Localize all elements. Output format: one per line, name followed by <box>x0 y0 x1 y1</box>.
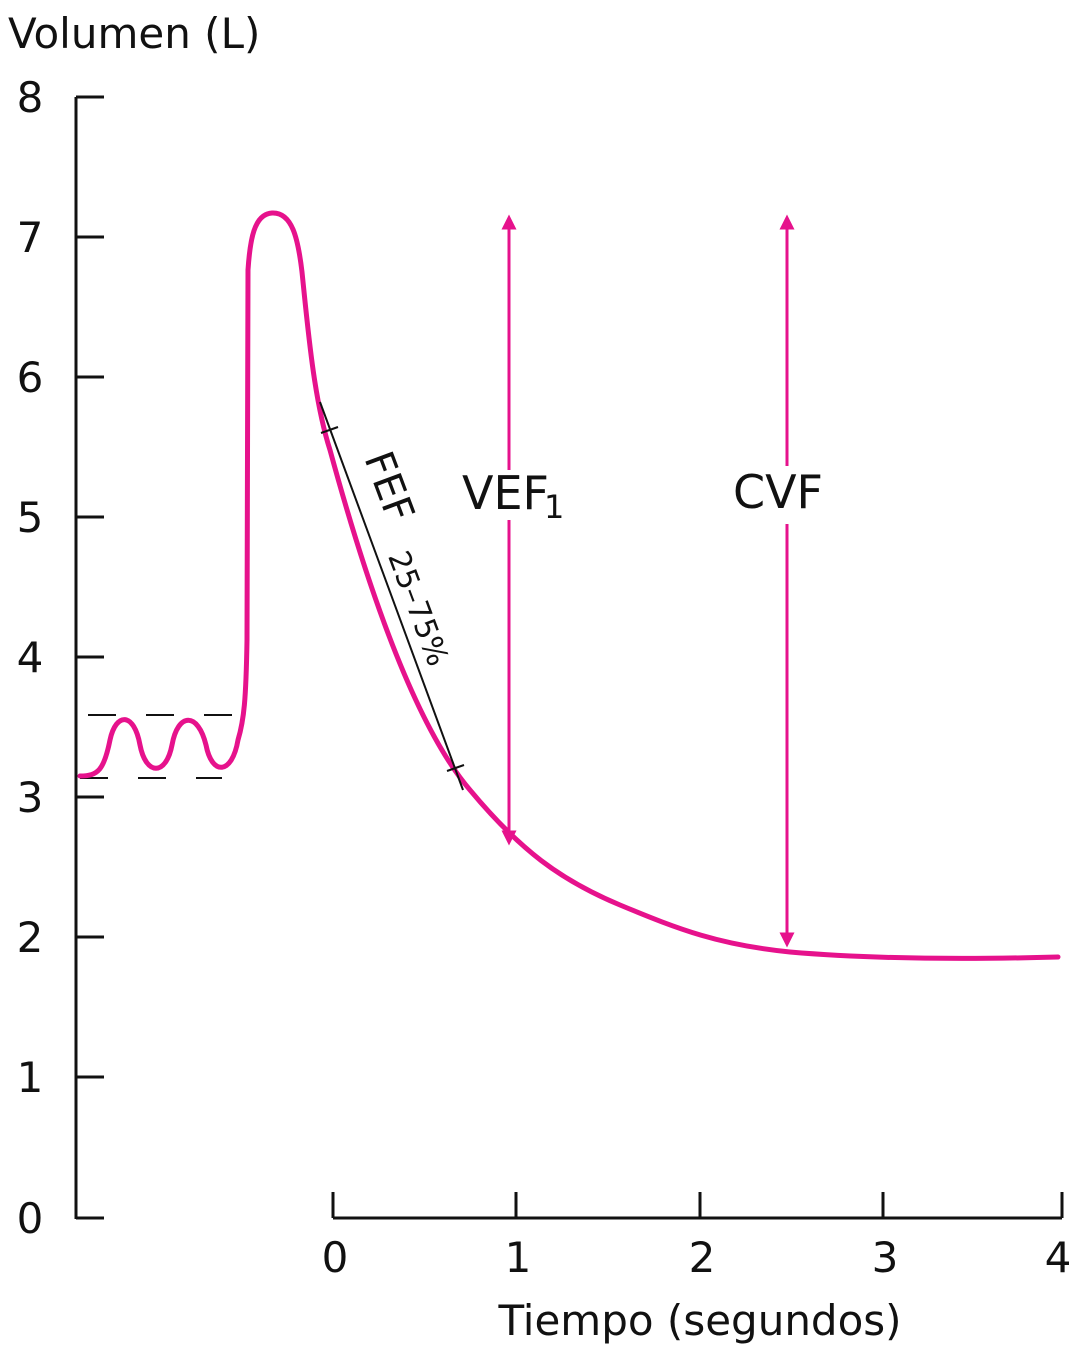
svg-text:FEF: FEF <box>355 445 423 528</box>
x-axis <box>331 1192 1064 1220</box>
svg-text:0: 0 <box>322 1233 349 1282</box>
svg-text:8: 8 <box>17 73 44 122</box>
y-axis-title: Volumen (L) <box>8 9 260 58</box>
y-axis <box>74 95 104 1220</box>
svg-text:4: 4 <box>1045 1233 1072 1282</box>
y-tick-labels: 0 1 2 3 4 5 6 7 8 <box>17 73 44 1243</box>
svg-text:5: 5 <box>17 493 44 542</box>
svg-text:1: 1 <box>544 488 564 526</box>
vef1-label: VEF 1 <box>462 466 564 526</box>
svg-text:2: 2 <box>689 1233 716 1282</box>
svg-text:6: 6 <box>17 353 44 402</box>
svg-text:7: 7 <box>17 213 44 262</box>
x-tick-labels: 0 1 2 3 4 <box>322 1233 1072 1282</box>
svg-text:0: 0 <box>17 1194 44 1243</box>
cvf-label: CVF <box>733 465 823 519</box>
svg-text:1: 1 <box>17 1053 44 1102</box>
svg-text:VEF: VEF <box>462 466 549 520</box>
fef-label: FEF 25–75% <box>355 445 455 671</box>
svg-text:3: 3 <box>17 773 44 822</box>
fef-slope-line <box>319 401 465 791</box>
tidal-dashed-lines <box>80 714 236 779</box>
svg-text:3: 3 <box>872 1233 899 1282</box>
svg-text:2: 2 <box>17 913 44 962</box>
spirogram-curve <box>77 210 1061 961</box>
svg-text:25–75%: 25–75% <box>380 546 455 671</box>
svg-text:1: 1 <box>505 1233 532 1282</box>
svg-text:4: 4 <box>17 633 44 682</box>
x-axis-title: Tiempo (segundos) <box>497 1296 901 1345</box>
